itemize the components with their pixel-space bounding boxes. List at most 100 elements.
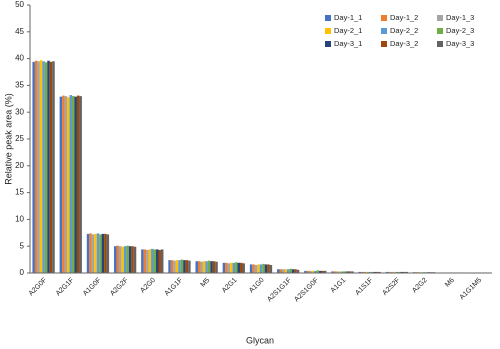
- bar: [304, 270, 307, 273]
- x-tick-label: A2G2F: [109, 277, 130, 298]
- bar: [314, 270, 317, 273]
- bar: [296, 269, 300, 273]
- bar: [200, 261, 203, 273]
- bar: [385, 271, 389, 273]
- bar: [230, 262, 233, 273]
- bar: [242, 263, 245, 273]
- bar: [279, 269, 282, 273]
- y-tick-label: 15: [15, 188, 24, 197]
- y-tick-label: 45: [15, 27, 24, 36]
- legend-swatch: [381, 41, 387, 47]
- bar: [351, 271, 354, 273]
- bar: [343, 271, 347, 273]
- bar: [286, 269, 290, 273]
- bar: [264, 264, 268, 273]
- bar: [37, 61, 40, 273]
- bar: [79, 96, 82, 274]
- bar: [331, 271, 334, 273]
- y-tick-label: 20: [15, 161, 24, 170]
- x-tick-label: A1S1F: [354, 277, 374, 297]
- x-tick-label: A2G2: [411, 277, 429, 295]
- bar: [259, 264, 263, 273]
- bar: [341, 271, 344, 273]
- bar: [121, 246, 124, 273]
- bar: [316, 270, 320, 273]
- bar: [306, 270, 310, 273]
- y-tick-label: 5: [20, 241, 25, 250]
- bar: [361, 271, 364, 273]
- bar: [289, 268, 292, 273]
- y-tick-label: 0: [20, 268, 25, 277]
- bar: [227, 263, 231, 273]
- bar: [126, 245, 129, 273]
- bar: [212, 261, 216, 273]
- bar: [403, 271, 406, 273]
- legend-label: Day-3_1: [334, 39, 362, 48]
- legend-label: Day-3_3: [446, 39, 474, 48]
- bar: [148, 249, 152, 273]
- bar: [76, 95, 80, 273]
- x-tick-label: A1G0F: [82, 277, 103, 298]
- y-tick-label: 35: [15, 81, 24, 90]
- bar: [106, 234, 110, 273]
- bar: [62, 95, 65, 273]
- bar: [67, 97, 70, 273]
- bar: [104, 233, 107, 273]
- legend-swatch: [325, 28, 331, 34]
- bar: [291, 269, 295, 273]
- bar: [207, 260, 211, 273]
- x-tick-label: A1G1M5: [459, 277, 484, 302]
- x-tick-label: A1G1F: [164, 277, 185, 298]
- bar: [113, 246, 117, 273]
- bar: [363, 271, 366, 273]
- y-tick-label: 25: [15, 134, 24, 143]
- bar: [294, 269, 297, 273]
- bar: [94, 233, 97, 273]
- bar: [44, 62, 48, 273]
- y-tick-label: 10: [15, 215, 24, 224]
- bar: [156, 249, 159, 273]
- bar: [232, 262, 236, 273]
- legend-label: Day-3_2: [390, 39, 418, 48]
- bar: [153, 249, 157, 273]
- bar: [284, 269, 287, 273]
- bar: [143, 249, 147, 273]
- bar: [59, 96, 63, 273]
- y-tick-label: 40: [15, 54, 24, 63]
- x-tick-label: A2G0: [139, 277, 157, 295]
- bar: [86, 233, 90, 273]
- bar: [91, 234, 95, 273]
- bar: [173, 260, 176, 273]
- legend-swatch: [325, 15, 331, 21]
- bar: [52, 61, 55, 273]
- bar: [215, 261, 218, 273]
- bar: [240, 262, 243, 273]
- bar: [249, 264, 253, 273]
- bar: [393, 271, 396, 273]
- bar: [185, 260, 189, 273]
- x-tick-label: A2S1G1F: [266, 277, 293, 304]
- bar: [319, 270, 322, 273]
- bar: [101, 233, 105, 273]
- bar: [262, 263, 265, 273]
- bar: [388, 271, 391, 273]
- bar: [254, 264, 258, 273]
- bar: [336, 271, 339, 273]
- bar: [277, 269, 280, 273]
- legend-swatch: [437, 28, 443, 34]
- bar: [96, 233, 100, 273]
- legend-label: Day-1_2: [390, 13, 418, 22]
- bar: [390, 271, 394, 273]
- bar: [348, 271, 352, 273]
- bar: [160, 249, 164, 273]
- x-tick-label: A1G0: [248, 277, 266, 295]
- bar: [170, 260, 174, 273]
- bar: [158, 249, 161, 273]
- bar: [175, 260, 179, 273]
- bar: [405, 271, 409, 273]
- bar: [131, 246, 134, 273]
- bar: [168, 260, 171, 273]
- y-axis-title: Relative peak area (%): [3, 93, 13, 185]
- legend-swatch: [381, 15, 387, 21]
- bar: [311, 270, 315, 273]
